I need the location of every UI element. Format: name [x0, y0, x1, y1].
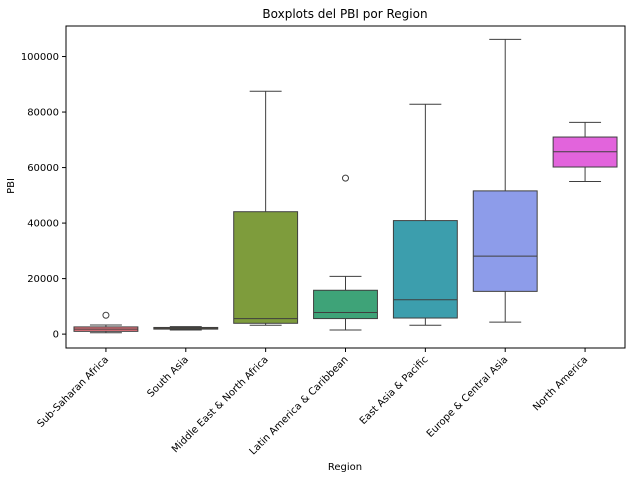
outlier-point — [342, 174, 349, 182]
box-0 — [73, 311, 139, 334]
x-axis-label: Region — [328, 462, 362, 473]
box-iqr — [313, 289, 378, 320]
chart-title: Boxplots del PBI por Region — [262, 7, 427, 21]
y-tick-label: 60000 — [27, 163, 59, 174]
box-2 — [233, 90, 299, 326]
y-tick-label: 0 — [53, 330, 59, 341]
y-tick-label: 100000 — [21, 52, 59, 63]
x-tick-label: North America — [531, 354, 590, 413]
box-iqr — [392, 220, 458, 319]
x-tick-label: Europe & Central Asia — [425, 354, 510, 439]
box-iqr — [472, 190, 538, 292]
x-tick-label: East Asia & Pacific — [358, 354, 431, 427]
x-tick-label: Middle East & North Africa — [170, 354, 271, 455]
box-5 — [472, 38, 538, 323]
x-tick-label: Sub-Saharan Africa — [35, 354, 111, 430]
y-tick-label: 40000 — [27, 219, 59, 230]
plot-frame — [65, 25, 626, 349]
box-3 — [313, 174, 378, 331]
box-4 — [392, 103, 458, 326]
outlier-point — [102, 311, 110, 319]
boxes-layer — [73, 38, 618, 334]
box-iqr — [233, 211, 299, 324]
y-axis-label: PBI — [6, 178, 17, 194]
y-axis: 0 20000 40000 60000 80000 100000 — [21, 52, 66, 341]
x-tick-label: South Asia — [146, 354, 191, 399]
y-tick-label: 80000 — [27, 108, 59, 119]
box-1 — [153, 326, 219, 331]
box-6 — [552, 121, 618, 182]
y-tick-label: 20000 — [27, 274, 59, 285]
